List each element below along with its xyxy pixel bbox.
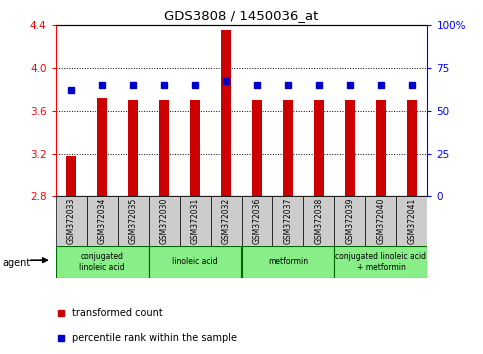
Bar — [376, 100, 386, 196]
Bar — [397, 196, 427, 246]
Text: GSM372041: GSM372041 — [408, 198, 416, 244]
Bar — [190, 100, 200, 196]
Bar — [313, 100, 325, 196]
Bar — [158, 100, 170, 196]
Text: GSM372038: GSM372038 — [314, 198, 324, 244]
Bar — [180, 196, 211, 246]
Bar — [66, 156, 76, 196]
Text: GSM372040: GSM372040 — [376, 198, 385, 244]
Text: transformed count: transformed count — [72, 308, 163, 318]
Text: GSM372039: GSM372039 — [345, 198, 355, 244]
Bar — [344, 100, 355, 196]
Bar — [242, 196, 272, 246]
Bar — [334, 196, 366, 246]
Bar — [242, 246, 334, 278]
Text: GSM372030: GSM372030 — [159, 198, 169, 244]
Text: GSM372032: GSM372032 — [222, 198, 230, 244]
Bar — [407, 100, 417, 196]
Bar — [56, 196, 86, 246]
Text: agent: agent — [2, 258, 30, 268]
Bar — [252, 100, 262, 196]
Text: GSM372034: GSM372034 — [98, 198, 107, 244]
Text: GSM372036: GSM372036 — [253, 198, 261, 244]
Bar — [86, 196, 117, 246]
Text: percentile rank within the sample: percentile rank within the sample — [72, 333, 237, 343]
Bar — [366, 196, 397, 246]
Text: linoleic acid: linoleic acid — [172, 257, 218, 267]
Bar — [149, 196, 180, 246]
Bar — [117, 196, 149, 246]
Bar — [97, 98, 107, 196]
Bar — [128, 100, 139, 196]
Bar — [272, 196, 303, 246]
Text: conjugated linoleic acid
+ metformin: conjugated linoleic acid + metformin — [336, 252, 426, 272]
Text: GSM372033: GSM372033 — [67, 198, 75, 244]
Bar — [283, 100, 293, 196]
Bar — [56, 246, 149, 278]
Bar — [149, 246, 242, 278]
Bar — [303, 196, 334, 246]
Text: metformin: metformin — [268, 257, 308, 267]
Text: GSM372035: GSM372035 — [128, 198, 138, 244]
Text: GSM372031: GSM372031 — [190, 198, 199, 244]
Bar — [334, 246, 427, 278]
Text: GSM372037: GSM372037 — [284, 198, 293, 244]
Bar — [211, 196, 242, 246]
Title: GDS3808 / 1450036_at: GDS3808 / 1450036_at — [164, 9, 319, 22]
Bar — [221, 30, 231, 196]
Text: conjugated
linoleic acid: conjugated linoleic acid — [79, 252, 125, 272]
